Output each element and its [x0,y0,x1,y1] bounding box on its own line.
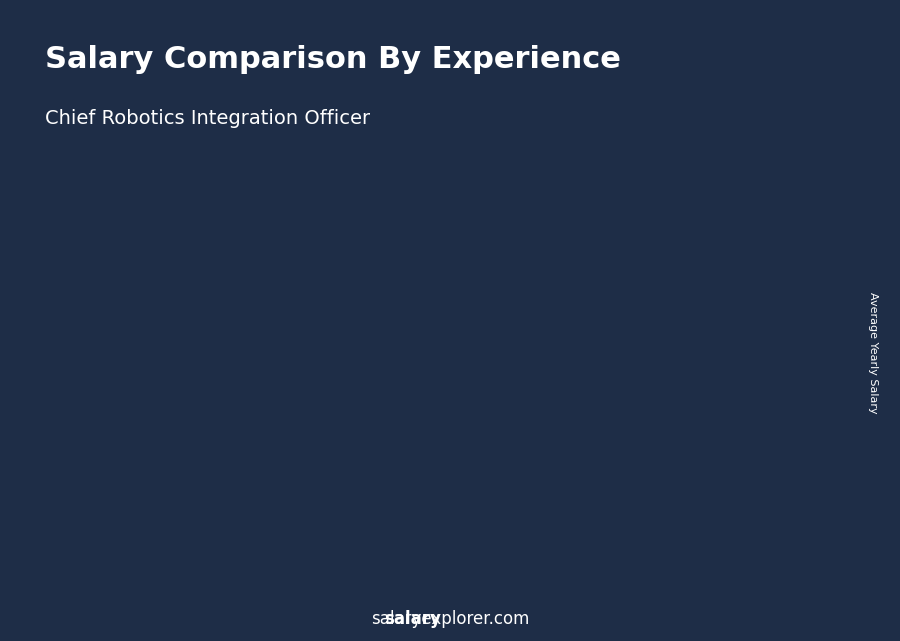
Text: +38%: +38% [273,244,322,260]
Bar [720,86,828,91]
Bar [463,263,536,569]
Bar [58,430,65,569]
Text: Average Yearly Salary: Average Yearly Salary [868,292,878,413]
Text: salary: salary [383,610,441,628]
Bar [194,387,267,390]
Bar [720,101,828,106]
Bar [720,51,763,81]
Bar [597,242,603,569]
Bar [720,66,828,71]
Text: 75,200 USD: 75,200 USD [89,439,158,452]
Text: 177,000 USD: 177,000 USD [550,256,627,269]
Text: 96,700 USD: 96,700 USD [195,524,266,537]
Bar [194,390,199,569]
Text: Chief Robotics Integration Officer: Chief Robotics Integration Officer [45,109,370,128]
Bar [720,61,828,66]
Text: salaryexplorer.com: salaryexplorer.com [371,610,529,628]
Text: +7%: +7% [681,156,720,171]
Text: 165,000 USD: 165,000 USD [461,520,538,533]
Text: 165,000 USD: 165,000 USD [416,278,492,292]
Bar [720,71,828,76]
Bar [328,319,401,323]
Text: 133,000 USD: 133,000 USD [327,527,403,540]
Text: 177,000 USD: 177,000 USD [595,517,672,530]
Bar [58,430,132,569]
Bar [720,91,828,96]
Bar [720,56,828,61]
Text: +24%: +24% [408,180,456,195]
Text: 189,000 USD: 189,000 USD [685,234,761,247]
Bar [58,428,132,430]
Text: Salary Comparison By Experience: Salary Comparison By Experience [45,45,621,74]
Bar [732,219,806,569]
Text: 75,200 USD: 75,200 USD [61,521,130,535]
Bar [463,259,536,263]
Bar [597,242,670,569]
Bar [597,237,670,242]
Bar [720,51,828,56]
Text: +29%: +29% [139,330,188,345]
Bar [720,76,828,81]
Bar [720,110,828,115]
Bar [720,96,828,101]
Bar [732,219,737,569]
Text: +7%: +7% [547,173,586,188]
Bar [328,323,334,569]
Bar [328,323,401,569]
Bar [463,263,468,569]
Bar [720,106,828,110]
Text: 133,000 USD: 133,000 USD [281,338,358,351]
Bar [194,390,267,569]
Text: 96,700 USD: 96,700 USD [154,405,223,418]
Bar [720,81,828,86]
Text: 189,000 USD: 189,000 USD [730,514,806,527]
Bar [732,214,806,219]
